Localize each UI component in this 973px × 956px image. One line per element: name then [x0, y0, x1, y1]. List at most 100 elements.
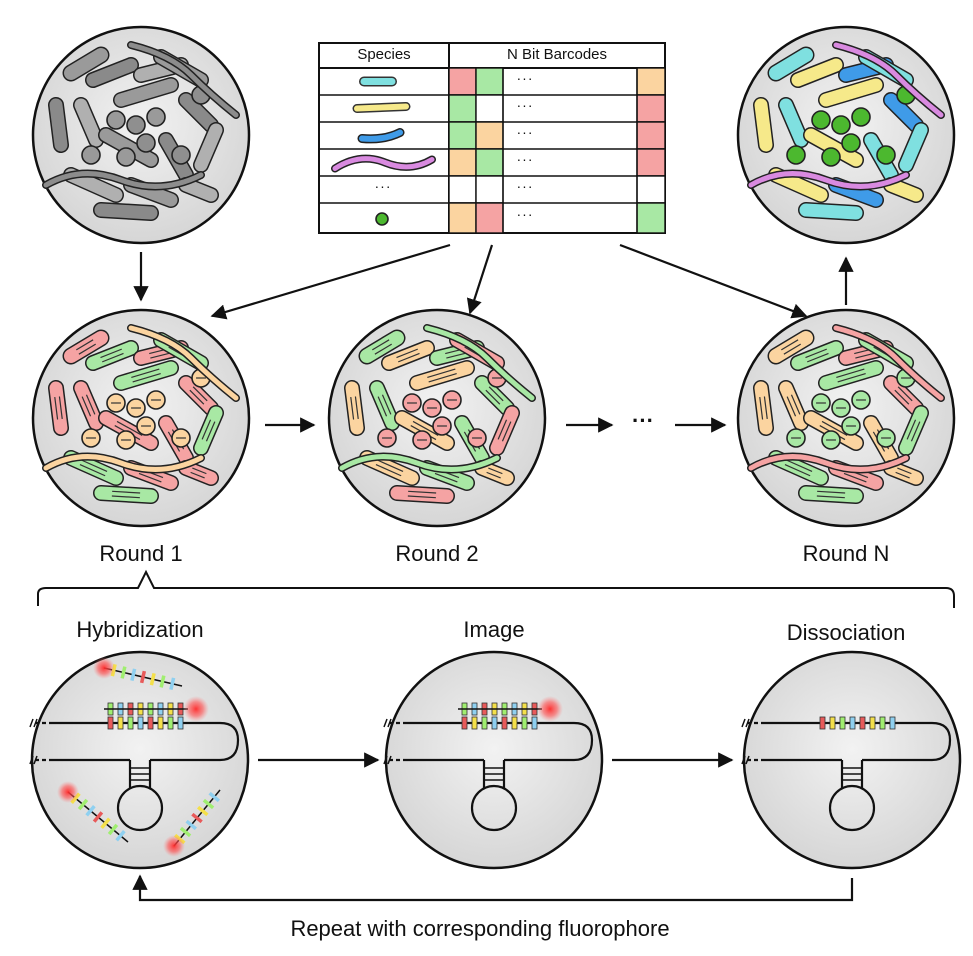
round2-cell-rod-fill: [345, 381, 364, 435]
barcode-bit-green: [448, 94, 477, 123]
barcode-bit-red: [475, 202, 504, 234]
roundN-cell-rod-fill: [779, 381, 808, 430]
probe-bar: [531, 716, 538, 730]
dna-strand: [406, 721, 594, 762]
roundN-cell-rod-fill: [791, 341, 843, 370]
identified-sample-circle: [736, 25, 956, 245]
probe-bar: [839, 716, 846, 730]
round1-cell-rod-fill: [64, 451, 123, 485]
probe-bar: [819, 716, 826, 730]
roundN-cell-rod-fill: [884, 376, 923, 415]
species-cell-coccus: [831, 115, 851, 135]
gray-cell-coccus: [116, 147, 136, 167]
probe-bar: [491, 716, 498, 730]
species-cell-rod-fill: [769, 48, 813, 80]
repeat-label: Repeat with corresponding fluorophore: [290, 916, 670, 941]
gray-cell-rod-fill: [94, 203, 158, 220]
roundN-cell-rod-fill: [769, 451, 828, 485]
gray-cell-rod-fill: [64, 168, 123, 202]
round1-circle: [31, 308, 251, 528]
species-cell-rod-fill: [779, 98, 808, 147]
probe-bar: [889, 716, 896, 730]
probe-bar: [501, 716, 508, 730]
dna-strand: [52, 721, 240, 762]
barcode-bit-white: [448, 175, 477, 204]
table-species-ellipsis: ···: [374, 177, 392, 194]
gray-cell-coccus: [146, 107, 166, 127]
table-bits-ellipsis: ···: [516, 150, 534, 167]
probe-bar: [481, 716, 488, 730]
probe-bar: [879, 716, 886, 730]
species-green-coccus: [375, 212, 389, 226]
fluorophore-glow: [93, 657, 115, 679]
gray-cell-coccus: [126, 115, 146, 135]
dissociation-circle: [741, 650, 962, 870]
step-arrows: [132, 752, 854, 902]
gray-cell-coccus: [136, 133, 156, 153]
gray-cell-rod-fill: [64, 48, 108, 80]
round1-cell-rod-fill: [194, 406, 223, 455]
dissociation-label: Dissociation: [786, 620, 906, 645]
roundN-cell-rod-fill: [899, 406, 928, 455]
round2-cell-rod-fill: [390, 486, 454, 503]
gray-cell-rod-fill: [114, 78, 178, 107]
round2-cell-rod-fill: [360, 331, 404, 363]
image-circle: [383, 650, 604, 870]
round2-label: Round 2: [395, 541, 479, 566]
species-cell-rod-fill: [791, 58, 843, 87]
roundN-cell-rod-fill: [819, 361, 883, 390]
probe-bar: [511, 716, 518, 730]
table-bits-ellipsis: ···: [516, 96, 534, 113]
species-yellow-rod-fill: [354, 103, 409, 112]
barcode-bit-green: [448, 121, 477, 150]
table-bits-ellipsis: ···: [516, 206, 534, 222]
species-cell-coccus: [786, 145, 806, 165]
barcode-bit-orange: [448, 148, 477, 177]
roundN-cell-rod-fill: [799, 486, 863, 503]
probe-bar: [157, 716, 164, 730]
species-cell-coccus: [851, 107, 871, 127]
species-cell-rod-fill: [799, 203, 863, 220]
round2-cell-rod-fill: [475, 376, 514, 415]
probe-bar: [107, 716, 114, 730]
hybridization-circle: [29, 650, 250, 870]
barcode-bit-red: [448, 67, 477, 96]
fluorophore-glow: [57, 781, 79, 803]
species-cell-coccus: [811, 110, 831, 130]
species-cell-rod-fill: [769, 168, 828, 202]
dna-strand: [764, 721, 952, 762]
species-cell-rod-fill: [884, 93, 923, 132]
gray-cell-rod-fill: [86, 58, 138, 87]
round1-cell-rod-fill: [179, 376, 218, 415]
probe-bar: [137, 716, 144, 730]
gray-cell-coccus: [171, 145, 191, 165]
probe-bar: [147, 716, 154, 730]
hairpin-loop: [470, 784, 518, 832]
round1-cell-rod-fill: [74, 381, 103, 430]
image-label: Image: [463, 617, 525, 642]
round1-cell-rod-fill: [99, 411, 158, 450]
round2-cell-rod-fill: [382, 341, 434, 370]
barcode-bit-orange: [636, 67, 666, 96]
gray-cell-coccus: [81, 145, 101, 165]
round1-cell-rod-fill: [49, 381, 68, 435]
roundN-label: Round N: [802, 541, 890, 566]
round2-cell-rod-fill: [475, 461, 514, 485]
table-bits-ellipsis: ···: [516, 123, 534, 140]
round1-cell-rod-fill: [86, 341, 138, 370]
gray-cell-rod-fill: [99, 128, 158, 167]
round2-circle: [327, 308, 547, 528]
roundN-cell-rod-fill: [884, 461, 923, 485]
barcode-bit-green: [636, 202, 666, 234]
raw-sample-circle: [31, 25, 251, 245]
barcode-bit-white: [475, 94, 504, 123]
table-header-barcodes: N Bit Barcodes: [506, 46, 608, 63]
rounds-ellipsis: ···: [632, 408, 654, 433]
probe-bar: [167, 716, 174, 730]
species-cell-rod-fill: [819, 78, 883, 107]
table-bits-ellipsis: ···: [516, 177, 534, 194]
roundN-cell-rod-fill: [804, 411, 863, 450]
round1-label: Round 1: [99, 541, 183, 566]
barcode-bit-white: [475, 175, 504, 204]
